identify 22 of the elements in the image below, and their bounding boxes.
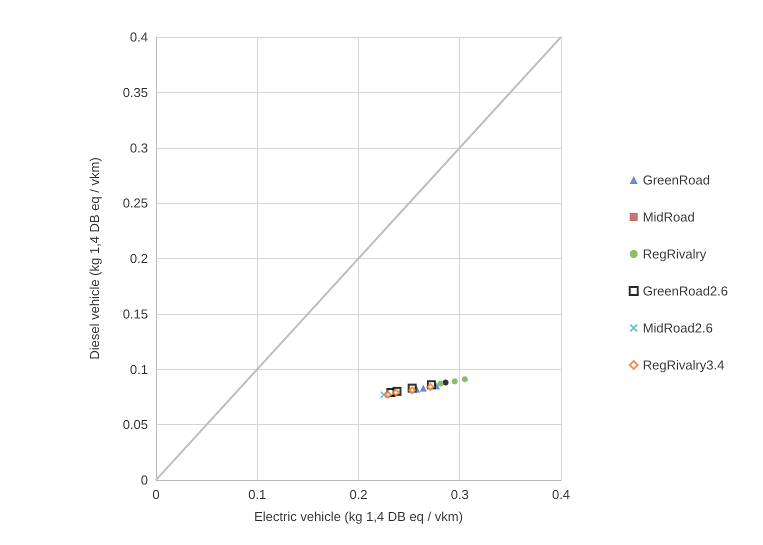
x-tick-label: 0.3	[450, 487, 469, 502]
legend-label: GreenRoad	[642, 172, 710, 188]
y-tick-label: 0.05	[122, 417, 148, 432]
y-tick-label: 0.35	[122, 84, 148, 100]
y-tick-label: 0.25	[122, 196, 148, 211]
y-tick-label: 0.1	[130, 362, 148, 377]
x-tick-label: 0.4	[552, 487, 570, 502]
x-tick-label: 0.1	[248, 487, 266, 502]
x-axis-title: Electric vehicle (kg 1,4 DB eq / vkm)	[254, 509, 463, 524]
y-tick-label: 0.15	[122, 306, 148, 322]
legend-label: MidRoad2.6	[642, 320, 713, 336]
legend-label: MidRoad	[642, 210, 695, 224]
y-tick-label: 0	[140, 472, 148, 488]
x-tick-label: 0	[152, 487, 160, 502]
x-tick-label: 0.2	[349, 487, 368, 502]
y-tick-label: 0.4	[130, 30, 148, 44]
legend-label: RegRivalry3.4	[642, 358, 724, 372]
y-tick-label: 0.2	[130, 251, 148, 266]
y-tick-label: 0.3	[130, 140, 148, 156]
legend-label: GreenRoad2.6	[642, 284, 728, 298]
y-axis-title: Diesel vehicle (kg 1,4 DB eq / vkm)	[87, 157, 102, 360]
legend-label: RegRivalry	[642, 246, 707, 262]
